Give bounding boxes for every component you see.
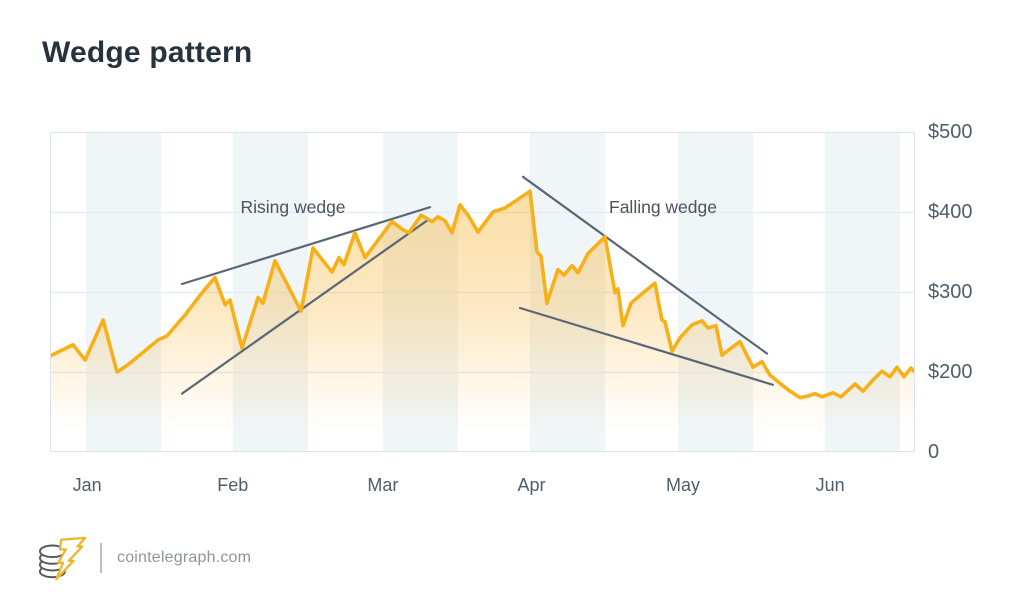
price-line: [50, 189, 915, 400]
lightning-bolt-icon: [55, 536, 87, 581]
rising-wedge-label: Rising wedge: [240, 197, 346, 218]
plot-border: [50, 132, 915, 452]
falling-wedge-lower-trendline: [518, 306, 775, 386]
x-tick-label: Mar: [367, 475, 399, 495]
y-tick-label: $200: [928, 361, 973, 383]
footer-divider: [100, 543, 102, 573]
y-tick-label: $300: [928, 281, 973, 303]
area-fill: [50, 191, 915, 452]
cointelegraph-logo-icon: [38, 536, 87, 581]
y-axis: $500 $400 $300 $200 0: [928, 0, 1018, 609]
rising-wedge-lower-trendline: [180, 218, 429, 395]
falling-wedge-upper-trendline: [521, 175, 769, 355]
y-tick-label: $400: [928, 201, 973, 223]
x-tick-label: Jan: [72, 475, 102, 495]
y-tick-label: 0: [928, 441, 940, 463]
rising-wedge-upper-trendline: [180, 206, 432, 286]
site-url: cointelegraph.com: [117, 549, 252, 566]
x-axis: Jan Feb Mar Apr May Jun: [50, 0, 915, 609]
x-tick-label: Apr: [517, 475, 546, 495]
falling-wedge-label: Falling wedge: [609, 197, 717, 218]
x-tick-label: Jun: [815, 475, 845, 495]
chart-plot-area: [50, 132, 915, 452]
page-title: Wedge pattern: [42, 36, 253, 69]
x-tick-label: May: [665, 475, 701, 495]
coin-stack-icon: [38, 544, 66, 579]
footer: cointelegraph.com: [36, 533, 251, 583]
wedge-chart: [50, 132, 915, 452]
x-tick-label: Feb: [217, 475, 249, 495]
y-tick-label: $500: [928, 121, 973, 143]
